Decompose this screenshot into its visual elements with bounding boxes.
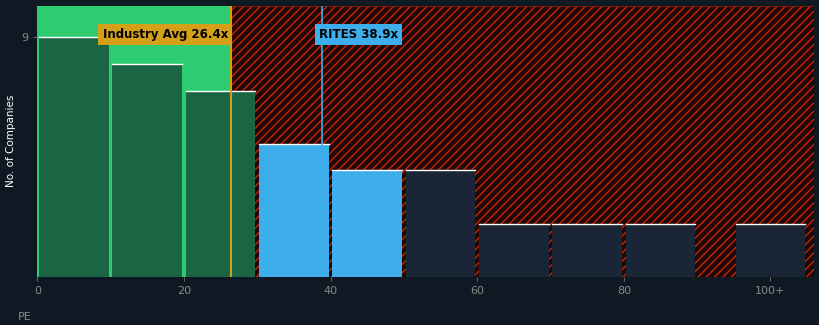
Bar — [552, 224, 622, 277]
Bar — [37, 6, 230, 277]
Bar — [332, 171, 401, 277]
Bar — [478, 224, 548, 277]
Bar — [39, 37, 109, 277]
Bar — [405, 171, 475, 277]
Bar — [625, 224, 695, 277]
Y-axis label: No. of Companies: No. of Companies — [6, 95, 16, 188]
Bar — [735, 224, 804, 277]
Bar — [230, 6, 813, 277]
Bar — [112, 64, 182, 277]
Bar — [186, 91, 255, 277]
Text: RITES 38.9x: RITES 38.9x — [319, 28, 397, 41]
Text: PE: PE — [18, 312, 32, 322]
Text: Industry Avg 26.4x: Industry Avg 26.4x — [102, 28, 228, 41]
Bar — [259, 144, 328, 277]
